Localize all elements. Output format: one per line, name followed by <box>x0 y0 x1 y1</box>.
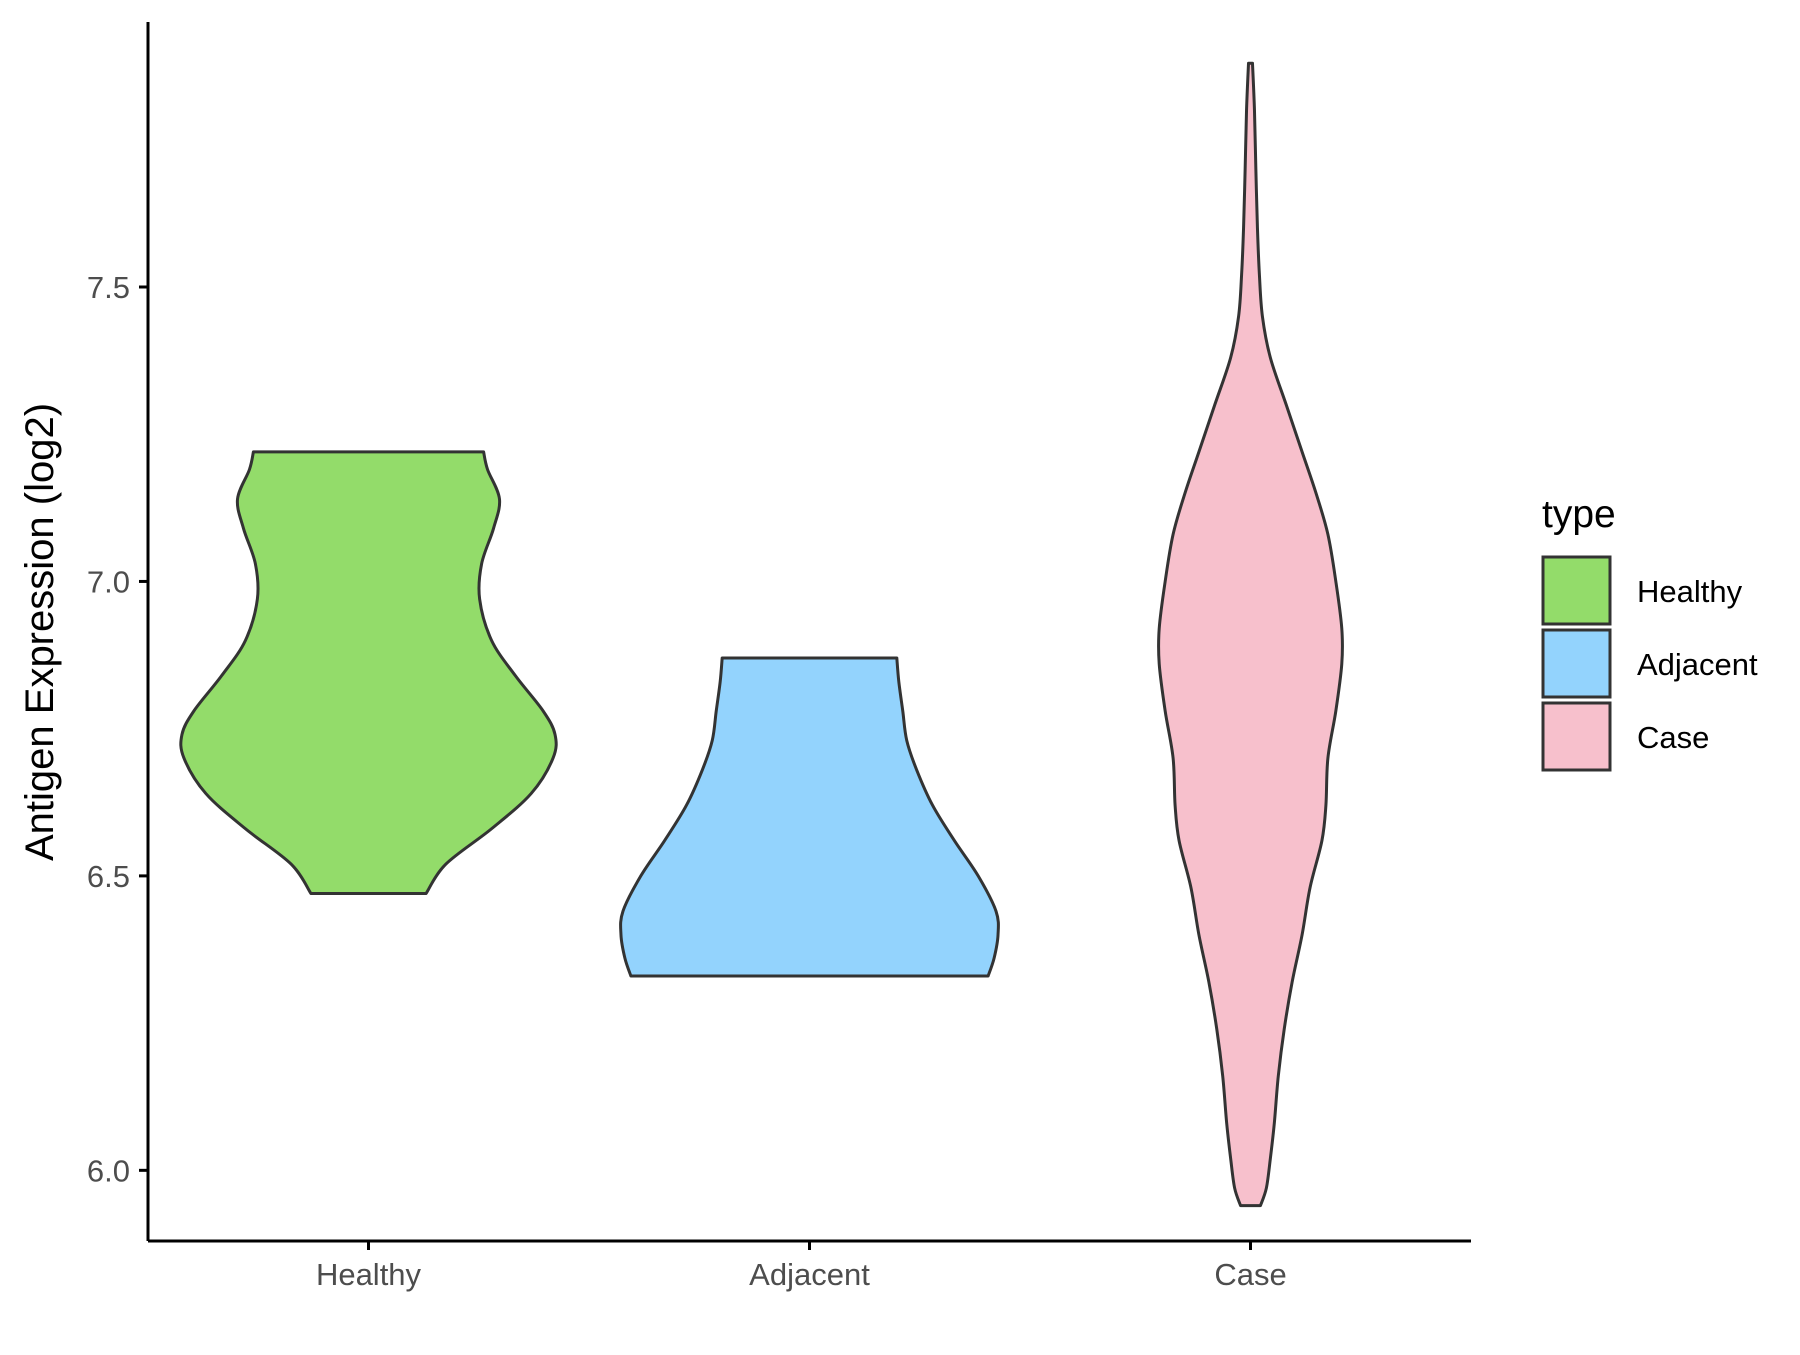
legend-title: type <box>1542 493 1616 536</box>
y-axis-title: Antigen Expression (log2) <box>18 403 62 861</box>
y-tick-label: 7.0 <box>87 564 130 599</box>
legend-items: Healthy Adjacent Case <box>1541 555 1758 772</box>
legend-swatch-case <box>1541 701 1612 772</box>
legend-swatch-healthy <box>1541 555 1612 626</box>
violin-adjacent <box>619 656 1000 978</box>
x-tick-label: Case <box>1214 1257 1286 1292</box>
legend-label-healthy: Healthy <box>1637 574 1743 609</box>
y-tick-label: 6.0 <box>87 1153 130 1188</box>
violin-case <box>1156 61 1345 1208</box>
y-tick-label: 6.5 <box>87 859 130 894</box>
legend-label-adjacent: Adjacent <box>1637 647 1758 682</box>
violin-healthy <box>179 450 558 896</box>
x-tick-label: Healthy <box>316 1257 422 1292</box>
y-tick-label: 7.5 <box>87 270 130 305</box>
legend: type Healthy Adjacent Case <box>1541 493 1758 772</box>
axes-layer: 6.0 6.5 7.0 7.5 Healthy Adjacent Case <box>87 22 1471 1292</box>
x-ticks: Healthy Adjacent Case <box>316 1241 1287 1292</box>
y-ticks: 6.0 6.5 7.0 7.5 <box>87 270 148 1188</box>
legend-swatch-adjacent <box>1541 628 1612 699</box>
x-tick-label: Adjacent <box>749 1257 870 1292</box>
violins-layer <box>179 61 1345 1208</box>
legend-label-case: Case <box>1637 720 1709 755</box>
